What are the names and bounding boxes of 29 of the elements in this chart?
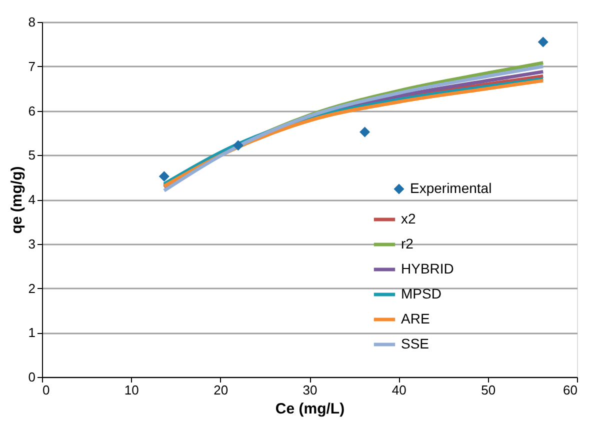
x-tick-label: 30 xyxy=(302,382,318,398)
y-tick-label: 0 xyxy=(28,370,36,384)
y-tick-label: 5 xyxy=(28,148,36,163)
legend-label: MPSD xyxy=(401,286,442,302)
y-tick-label: 6 xyxy=(28,103,36,118)
x-tick-label: 10 xyxy=(124,382,139,398)
point xyxy=(538,36,548,48)
point xyxy=(360,126,370,138)
point xyxy=(158,171,170,182)
x-tick-label: 60 xyxy=(563,382,578,398)
legend-label: SSE xyxy=(401,336,430,352)
y-tick-label: 8 xyxy=(28,14,36,30)
y-tick-label: 7 xyxy=(28,58,36,74)
y-tick-label: 1 xyxy=(28,325,36,340)
point xyxy=(232,140,244,151)
y-tick-label: 4 xyxy=(28,192,36,207)
legend-label: HYBRID xyxy=(401,260,454,276)
x-tick-label: 40 xyxy=(392,382,406,398)
x-tick-label: 20 xyxy=(214,382,228,398)
x-axis-title: Ce (mg/L) xyxy=(275,400,345,418)
x-tick-label: 0 xyxy=(42,382,50,398)
x-tick-label: 50 xyxy=(481,382,496,398)
y-tick-label: 3 xyxy=(28,236,36,252)
legend-label: Experimental xyxy=(410,180,492,196)
y-tick-label: 2 xyxy=(28,280,36,296)
legend-label: ARE xyxy=(401,310,430,326)
y-axis-title: qe (mg/g) xyxy=(8,166,26,234)
legend-label: r2 xyxy=(401,236,414,252)
legend-label: x2 xyxy=(401,210,416,226)
